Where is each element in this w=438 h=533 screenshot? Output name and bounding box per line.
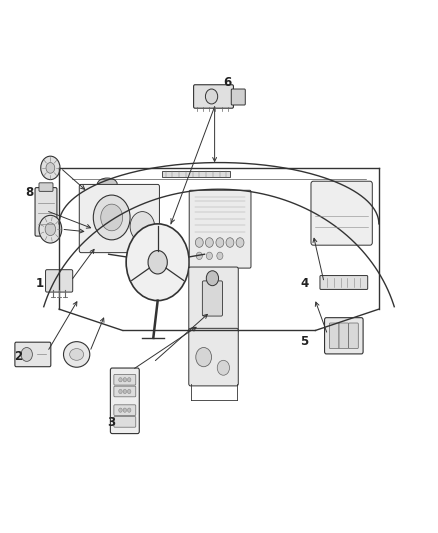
Text: 6: 6: [224, 76, 232, 89]
FancyBboxPatch shape: [46, 270, 73, 292]
FancyBboxPatch shape: [114, 405, 136, 416]
FancyBboxPatch shape: [325, 318, 363, 354]
Text: 8: 8: [26, 187, 34, 199]
Circle shape: [217, 360, 230, 375]
FancyBboxPatch shape: [311, 181, 372, 245]
FancyBboxPatch shape: [349, 323, 358, 349]
Circle shape: [206, 271, 219, 286]
Ellipse shape: [64, 342, 90, 367]
FancyBboxPatch shape: [189, 267, 238, 333]
FancyBboxPatch shape: [339, 323, 349, 349]
Text: 2: 2: [14, 350, 22, 362]
Circle shape: [217, 252, 223, 260]
Circle shape: [130, 212, 155, 241]
Circle shape: [236, 238, 244, 247]
Circle shape: [196, 252, 202, 260]
Bar: [162, 171, 230, 177]
FancyBboxPatch shape: [35, 188, 57, 236]
Circle shape: [119, 389, 122, 393]
Text: 3: 3: [108, 416, 116, 429]
Circle shape: [21, 348, 32, 361]
Ellipse shape: [70, 349, 84, 360]
Circle shape: [216, 238, 224, 247]
Circle shape: [127, 377, 131, 382]
Circle shape: [46, 163, 55, 173]
FancyBboxPatch shape: [320, 276, 368, 289]
FancyBboxPatch shape: [329, 323, 339, 349]
Circle shape: [127, 408, 131, 413]
FancyBboxPatch shape: [189, 190, 251, 268]
Circle shape: [119, 377, 122, 382]
Circle shape: [119, 408, 122, 413]
Text: 4: 4: [300, 277, 308, 290]
Circle shape: [45, 223, 56, 236]
FancyBboxPatch shape: [79, 184, 159, 253]
Ellipse shape: [97, 178, 117, 190]
Circle shape: [196, 348, 212, 367]
FancyBboxPatch shape: [15, 342, 51, 367]
FancyBboxPatch shape: [110, 368, 139, 434]
Circle shape: [127, 389, 131, 393]
Circle shape: [123, 377, 127, 382]
Circle shape: [148, 251, 167, 274]
Circle shape: [195, 238, 203, 247]
Circle shape: [39, 215, 62, 243]
Circle shape: [205, 89, 218, 104]
FancyBboxPatch shape: [231, 89, 245, 105]
Circle shape: [123, 389, 127, 393]
Circle shape: [41, 156, 60, 180]
Circle shape: [205, 238, 213, 247]
Circle shape: [123, 408, 127, 413]
FancyBboxPatch shape: [202, 281, 223, 316]
Circle shape: [226, 238, 234, 247]
FancyBboxPatch shape: [194, 85, 233, 108]
FancyBboxPatch shape: [39, 183, 53, 191]
Circle shape: [93, 195, 130, 240]
FancyBboxPatch shape: [189, 328, 238, 386]
FancyBboxPatch shape: [114, 386, 136, 397]
Circle shape: [126, 224, 189, 301]
Circle shape: [206, 252, 212, 260]
Text: 1: 1: [35, 277, 43, 290]
FancyBboxPatch shape: [114, 374, 136, 385]
Text: 5: 5: [300, 335, 308, 348]
Circle shape: [101, 204, 123, 231]
FancyBboxPatch shape: [114, 417, 136, 427]
